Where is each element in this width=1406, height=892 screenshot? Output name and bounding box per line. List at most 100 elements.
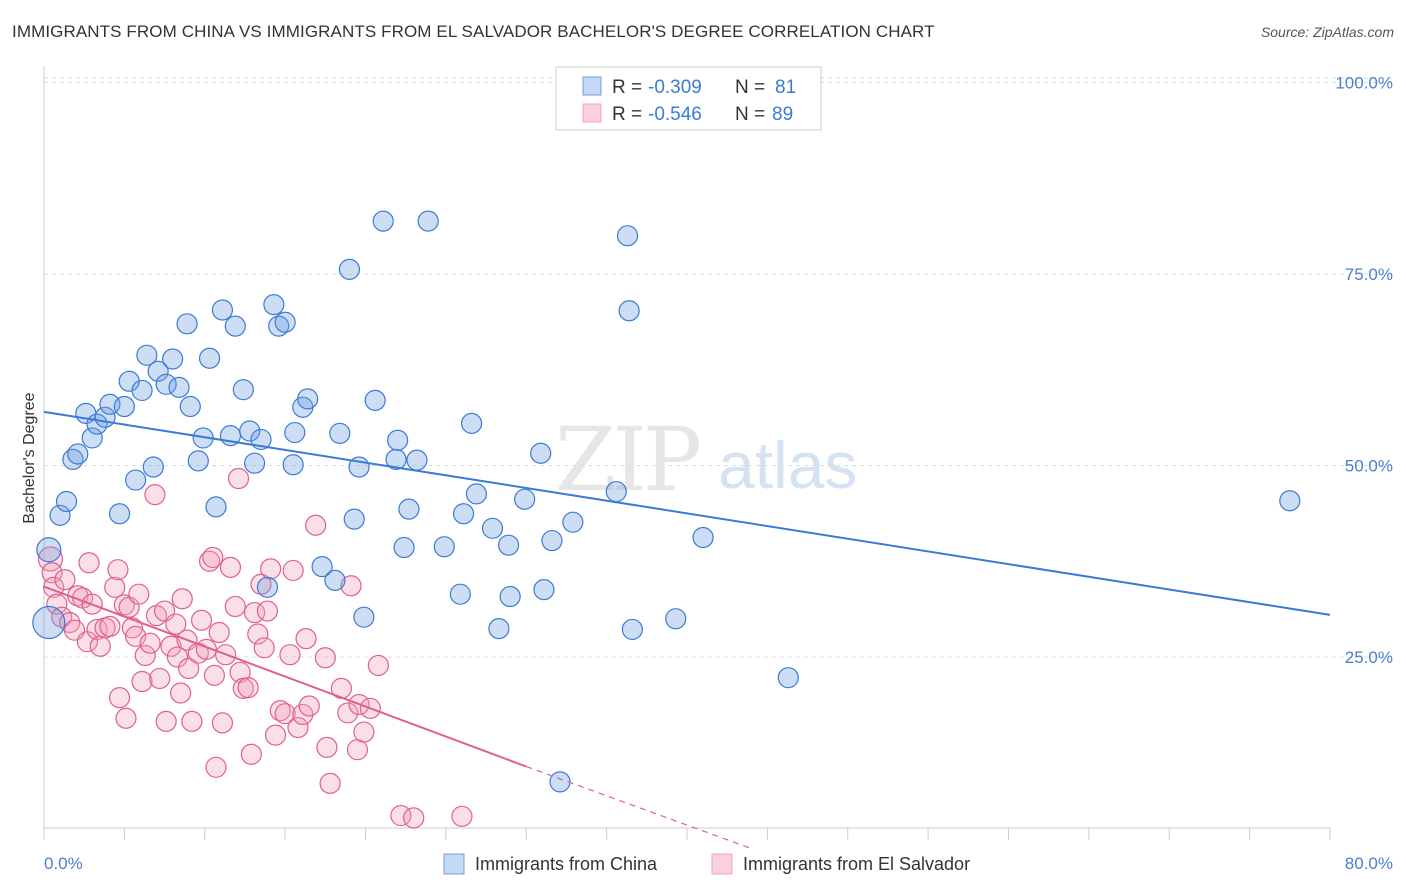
- x-ticks: [43, 828, 1331, 840]
- china-data-point: [268, 315, 290, 337]
- legend-salvador-n-value: 89: [772, 104, 793, 125]
- china-data-point: [263, 294, 285, 316]
- salvador-data-point: [155, 710, 177, 732]
- grid: [44, 77, 1393, 658]
- source-attribution: Source: ZipAtlas.com: [1260, 24, 1394, 40]
- salvador-data-point: [54, 569, 76, 591]
- china-data-point: [274, 311, 296, 333]
- china-data-point: [108, 503, 131, 525]
- salvador-data-point: [104, 576, 126, 598]
- china-data-point: [239, 420, 261, 442]
- salvador-data-point: [134, 644, 156, 667]
- china-data-point: [417, 210, 439, 232]
- salvador-data-point: [279, 644, 301, 666]
- salvador-data-point: [240, 743, 262, 765]
- legend-salvador-r-value: -0.546: [648, 104, 702, 125]
- y-tick-label: 100.0%: [1335, 74, 1393, 93]
- chart-title: IMMIGRANTS FROM CHINA VS IMMIGRANTS FROM…: [12, 22, 935, 41]
- china-data-point: [36, 537, 62, 563]
- salvador-data-point: [99, 615, 121, 637]
- china-data-point: [125, 469, 147, 491]
- salvador-data-point: [451, 805, 473, 827]
- salvador-data-point: [181, 710, 203, 732]
- china-data-point: [205, 496, 227, 518]
- salvador-data-point: [340, 575, 362, 597]
- salvador-data-point: [205, 756, 227, 778]
- salvador-data-point: [287, 716, 309, 739]
- china-data-point: [147, 360, 169, 382]
- china-data-point: [179, 395, 201, 418]
- salvador-data-point: [198, 550, 221, 572]
- bottom-legend-china-label: Immigrants from China: [475, 854, 658, 874]
- salvador-data-point: [219, 556, 242, 578]
- correlation-legend: R = -0.309 N = 81 R = -0.546 N = 89: [555, 66, 822, 131]
- salvador-data-point: [305, 514, 327, 536]
- salvador-data-point: [260, 558, 282, 580]
- salvador-trend-line: [43, 585, 527, 768]
- salvador-data-point: [190, 609, 213, 631]
- china-data-point: [460, 412, 483, 434]
- y-tick-label: 50.0%: [1345, 457, 1393, 476]
- salvador-data-point: [89, 635, 111, 657]
- series-china-points: [32, 210, 1301, 793]
- china-data-point: [433, 536, 455, 558]
- china-data-point: [211, 299, 234, 321]
- salvador-data-point: [166, 646, 189, 668]
- salvador-data-point: [274, 703, 296, 725]
- salvador-data-point: [247, 623, 269, 645]
- china-data-point: [452, 503, 475, 525]
- china-data-point: [155, 373, 177, 395]
- china-data-point: [541, 529, 563, 552]
- china-data-point: [55, 490, 78, 513]
- salvador-data-point: [295, 628, 317, 650]
- bottom-legend-swatch-china: [443, 853, 465, 875]
- china-data-point: [297, 388, 319, 410]
- china-data-point: [168, 376, 190, 398]
- salvador-data-point: [115, 707, 137, 729]
- salvador-data-point: [256, 600, 279, 622]
- legend-china-r-label: R =: [612, 77, 642, 98]
- salvador-data-point: [121, 617, 144, 639]
- china-data-point: [618, 300, 640, 322]
- china-data-point: [449, 583, 471, 605]
- salvador-data-point: [171, 588, 193, 610]
- salvador-data-point: [367, 654, 389, 677]
- salvador-data-point: [149, 667, 171, 690]
- salvador-data-point: [131, 670, 153, 693]
- salvador-data-point: [107, 559, 129, 581]
- salvador-data-point: [203, 664, 225, 686]
- china-data-point: [243, 452, 266, 474]
- china-data-point: [142, 456, 164, 478]
- y-tick-label: 75.0%: [1345, 265, 1393, 284]
- china-data-point: [284, 421, 306, 444]
- salvador-data-point: [264, 724, 287, 746]
- china-data-point: [499, 585, 521, 608]
- china-data-point: [398, 498, 420, 520]
- salvador-data-point: [353, 721, 375, 743]
- x-axis-min-label: 0.0%: [44, 854, 83, 873]
- china-data-point: [530, 442, 552, 464]
- salvador-data-point: [253, 637, 275, 659]
- china-data-point: [488, 618, 510, 640]
- china-data-point: [113, 395, 135, 418]
- salvador-data-point: [298, 695, 320, 717]
- salvador-trend-extension: [526, 765, 752, 850]
- legend-salvador-r-label: R =: [612, 104, 642, 125]
- salvador-data-point: [108, 686, 131, 709]
- china-data-point: [777, 667, 799, 689]
- china-data-point: [232, 379, 254, 401]
- salvador-data-point: [227, 467, 250, 490]
- china-data-point: [393, 536, 415, 559]
- china-data-point: [605, 480, 627, 503]
- salvador-data-point: [165, 613, 187, 635]
- salvador-data-point: [160, 635, 182, 657]
- salvador-data-point: [139, 632, 161, 654]
- legend-china-r-value: -0.309: [648, 77, 702, 98]
- china-data-point: [311, 556, 333, 578]
- china-data-point: [387, 429, 409, 451]
- salvador-data-point: [37, 546, 64, 572]
- legend-china-n-value: 81: [775, 77, 796, 98]
- china-data-point: [465, 483, 488, 505]
- x-axis-max-label: 80.0%: [1345, 854, 1393, 873]
- china-data-point: [49, 504, 71, 526]
